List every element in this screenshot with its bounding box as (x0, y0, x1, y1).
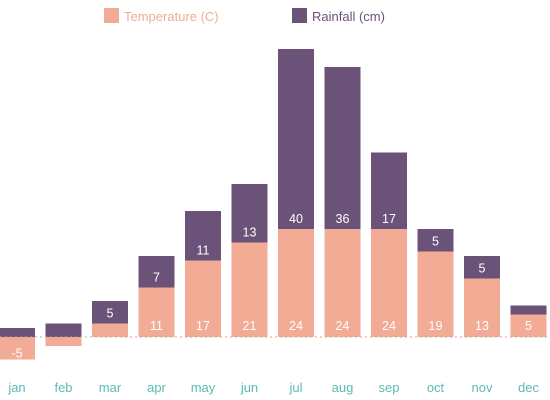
bar-rainfall-apr (138, 256, 175, 288)
label-temperature-dec: 5 (525, 319, 532, 333)
label-temperature-sep: 24 (382, 319, 396, 333)
bar-temperature-jun (231, 242, 268, 337)
label-rainfall-aug: 36 (336, 212, 350, 226)
bar-rainfall-may (185, 211, 221, 261)
bar-rainfall-oct (417, 229, 454, 252)
bar-temperature-mar (92, 323, 128, 337)
bar-temperature-aug (324, 229, 361, 337)
bar-rainfall-feb (45, 323, 82, 337)
bar-rainfall-sep (371, 152, 407, 229)
x-tick-feb: feb (54, 380, 72, 395)
bar-rainfall-jan (0, 328, 35, 337)
bar-rainfall-jun (231, 184, 268, 243)
x-tick-dec: dec (518, 380, 539, 395)
bar-temperature-jan (0, 337, 35, 360)
label-rainfall-apr: 7 (153, 271, 160, 285)
legend-label-rainfall: Rainfall (cm) (312, 9, 385, 24)
bar-temperature-dec (510, 314, 547, 337)
x-tick-apr: apr (147, 380, 166, 395)
label-temperature-oct: 19 (429, 319, 443, 333)
bar-rainfall-nov (464, 256, 500, 279)
legend-label-temperature: Temperature (C) (124, 9, 219, 24)
label-temperature-jul: 24 (289, 319, 303, 333)
bar-temperature-nov (464, 278, 500, 337)
bar-rainfall-jul (278, 49, 314, 229)
data-labels: -5 5 11 7 17 11 21 13 24 40 24 36 24 17 19 5 13 5 5 (11, 212, 532, 361)
label-temperature-jun: 21 (243, 319, 257, 333)
label-rainfall-jun: 13 (243, 226, 257, 240)
label-temperature-aug: 24 (336, 319, 350, 333)
label-temperature-nov: 13 (475, 319, 489, 333)
bar-temperature-sep (371, 229, 407, 337)
label-temperature-jan: -5 (11, 347, 22, 361)
label-rainfall-mar: 5 (107, 307, 114, 321)
label-rainfall-oct: 5 (432, 235, 439, 249)
x-tick-oct: oct (427, 380, 445, 395)
bar-rainfall-mar (92, 301, 128, 324)
label-rainfall-jul: 40 (289, 212, 303, 226)
bar-temperature-feb (45, 337, 82, 346)
label-rainfall-may: 11 (197, 244, 210, 258)
bars (0, 49, 547, 360)
bar-temperature-oct (417, 251, 454, 337)
x-tick-mar: mar (99, 380, 122, 395)
bar-rainfall-aug (324, 67, 361, 229)
bar-rainfall-dec (510, 305, 547, 315)
label-rainfall-nov: 5 (479, 262, 486, 276)
x-tick-jun: jun (240, 380, 258, 395)
x-axis-ticks: jan feb mar apr may jun jul aug sep oct nov dec (7, 380, 539, 395)
x-tick-nov: nov (472, 380, 493, 395)
bar-temperature-jul (278, 229, 314, 337)
x-tick-jul: jul (288, 380, 302, 395)
x-tick-jan: jan (7, 380, 25, 395)
x-tick-may: may (191, 380, 216, 395)
label-rainfall-sep: 17 (382, 212, 396, 226)
legend-swatch-temperature (104, 8, 119, 23)
label-temperature-apr: 11 (150, 319, 163, 333)
legend: Temperature (C) Rainfall (cm) (104, 8, 385, 24)
legend-swatch-rainfall (292, 8, 307, 23)
x-tick-aug: aug (332, 380, 354, 395)
bar-temperature-apr (138, 287, 175, 337)
bar-temperature-may (185, 260, 221, 337)
x-tick-sep: sep (379, 380, 400, 395)
label-temperature-may: 17 (196, 319, 210, 333)
